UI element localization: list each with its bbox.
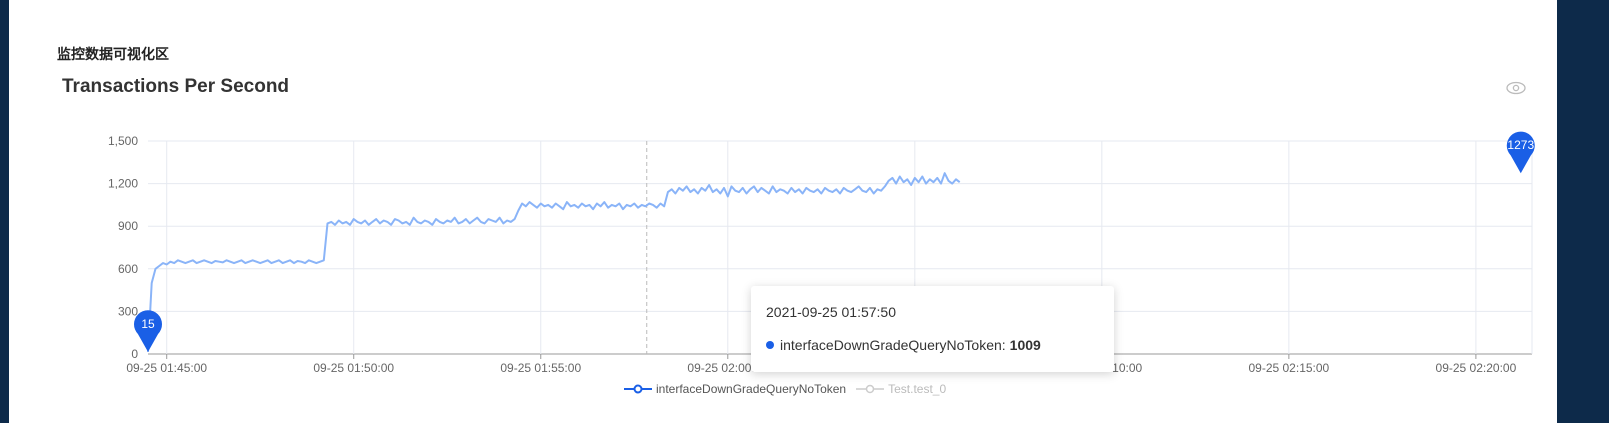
y-axis-ticks: 1,500 1,200 900 600 300 0	[108, 134, 138, 361]
y-tick-label: 900	[118, 219, 138, 233]
x-tick-label: 09-25 01:45:00	[126, 361, 207, 375]
y-tick-label: 1,200	[108, 177, 138, 191]
tooltip-series-name: interfaceDownGradeQueryNoToken:	[780, 337, 1006, 353]
right-panel-edge	[1557, 0, 1609, 423]
pin-label: 1273	[1507, 138, 1534, 152]
x-tick-label: 09-25 01:55:00	[500, 361, 581, 375]
left-nav-edge	[0, 0, 9, 423]
eye-icon[interactable]	[1505, 80, 1527, 96]
legend-item-test-test-0[interactable]: Test.test_0	[856, 382, 946, 396]
tooltip-row: interfaceDownGradeQueryNoToken: 1009	[766, 337, 1099, 353]
line-marker-icon	[856, 384, 885, 394]
chart-tooltip: 2021-09-25 01:57:50 interfaceDownGradeQu…	[751, 286, 1114, 372]
value-markers: 15 1273	[134, 131, 1535, 352]
y-tick-label: 0	[131, 347, 138, 361]
pin-icon	[1506, 131, 1535, 174]
series-line-interfaceDownGradeQueryNoToken	[147, 172, 961, 352]
y-tick-label: 300	[118, 304, 138, 318]
legend-label: interfaceDownGradeQueryNoToken	[656, 382, 847, 396]
x-tick-label: 09-25 02:00:00	[687, 361, 768, 375]
section-title: 监控数据可视化区	[57, 47, 169, 63]
value-pin-marker: 1273	[1506, 131, 1535, 174]
legend-label: Test.test_0	[888, 382, 947, 396]
pin-label: 15	[141, 317, 155, 331]
value-pin-marker: 15	[134, 310, 162, 352]
x-tick-label: 09-25 02:15:00	[1248, 361, 1329, 375]
tooltip-value: 1009	[1009, 337, 1041, 353]
pin-icon	[134, 310, 162, 352]
chart-legend: interfaceDownGradeQueryNoToken Test.test…	[624, 382, 956, 396]
legend-item-interfaceDownGradeQueryNoToken[interactable]: interfaceDownGradeQueryNoToken	[624, 382, 846, 396]
tooltip-time: 2021-09-25 01:57:50	[766, 304, 896, 320]
chart-title: Transactions Per Second	[62, 76, 290, 97]
series-dot-icon	[766, 341, 774, 349]
x-tick-label: 09-25 02:20:00	[1436, 361, 1517, 375]
line-marker-icon	[624, 384, 652, 394]
x-tick-label: 09-25 01:50:00	[313, 361, 394, 375]
y-tick-label: 1,500	[108, 134, 138, 148]
y-tick-label: 600	[118, 262, 138, 276]
